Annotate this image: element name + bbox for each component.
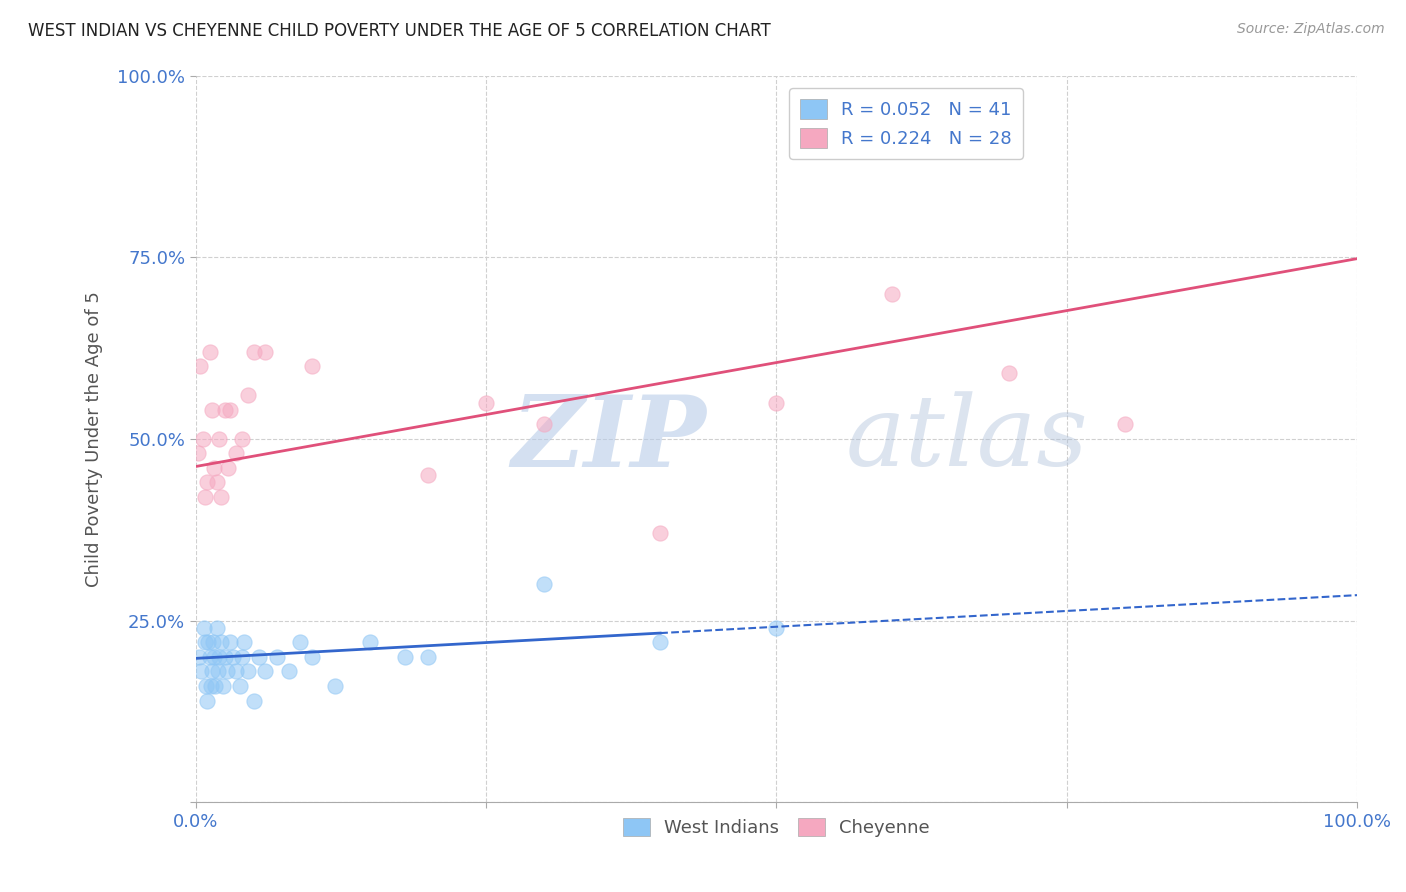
Point — [242, 693, 264, 707]
Point — [231, 649, 253, 664]
Point — [650, 635, 672, 649]
Point — [200, 679, 222, 693]
Point — [190, 665, 212, 679]
Point — [242, 344, 264, 359]
Point — [301, 649, 323, 664]
Point — [215, 665, 238, 679]
Point — [225, 665, 247, 679]
Point — [288, 635, 311, 649]
Point — [209, 490, 232, 504]
Point — [219, 635, 242, 649]
Point — [194, 490, 217, 504]
Y-axis label: Child Poverty Under the Age of 5: Child Poverty Under the Age of 5 — [86, 291, 103, 587]
Point — [233, 635, 256, 649]
Text: atlas: atlas — [846, 392, 1088, 486]
Point — [765, 395, 787, 409]
Point — [191, 432, 214, 446]
Point — [882, 286, 904, 301]
Point — [188, 359, 211, 374]
Legend: West Indians, Cheyenne: West Indians, Cheyenne — [616, 810, 936, 844]
Point — [202, 461, 225, 475]
Point — [225, 446, 247, 460]
Point — [231, 432, 253, 446]
Point — [359, 635, 381, 649]
Point — [533, 417, 555, 432]
Point — [187, 446, 209, 460]
Point — [254, 665, 277, 679]
Point — [201, 402, 224, 417]
Text: WEST INDIAN VS CHEYENNE CHILD POVERTY UNDER THE AGE OF 5 CORRELATION CHART: WEST INDIAN VS CHEYENNE CHILD POVERTY UN… — [28, 22, 770, 40]
Point — [323, 679, 346, 693]
Point — [217, 461, 239, 475]
Point — [394, 649, 416, 664]
Point — [194, 635, 217, 649]
Text: Source: ZipAtlas.com: Source: ZipAtlas.com — [1237, 22, 1385, 37]
Point — [266, 649, 288, 664]
Point — [416, 468, 439, 483]
Point — [205, 475, 228, 490]
Point — [202, 649, 225, 664]
Point — [214, 402, 236, 417]
Point — [188, 649, 211, 664]
Point — [214, 649, 236, 664]
Point — [416, 649, 439, 664]
Point — [208, 432, 231, 446]
Point — [254, 344, 277, 359]
Point — [236, 665, 259, 679]
Point — [765, 621, 787, 635]
Point — [195, 475, 218, 490]
Point — [207, 665, 229, 679]
Text: ZIP: ZIP — [512, 391, 707, 487]
Point — [202, 635, 225, 649]
Point — [193, 621, 215, 635]
Point — [277, 665, 299, 679]
Point — [301, 359, 323, 374]
Point — [209, 635, 232, 649]
Point — [219, 402, 242, 417]
Point — [198, 344, 221, 359]
Point — [204, 679, 226, 693]
Point — [650, 526, 672, 541]
Point — [205, 621, 228, 635]
Point — [201, 665, 224, 679]
Point — [249, 649, 271, 664]
Point — [997, 367, 1019, 381]
Point — [208, 649, 231, 664]
Point — [236, 388, 259, 402]
Point — [1114, 417, 1136, 432]
Point — [533, 577, 555, 591]
Point — [475, 395, 498, 409]
Point — [197, 635, 219, 649]
Point — [195, 693, 218, 707]
Point — [212, 679, 235, 693]
Point — [222, 649, 245, 664]
Point — [229, 679, 252, 693]
Point — [198, 649, 221, 664]
Point — [195, 679, 218, 693]
